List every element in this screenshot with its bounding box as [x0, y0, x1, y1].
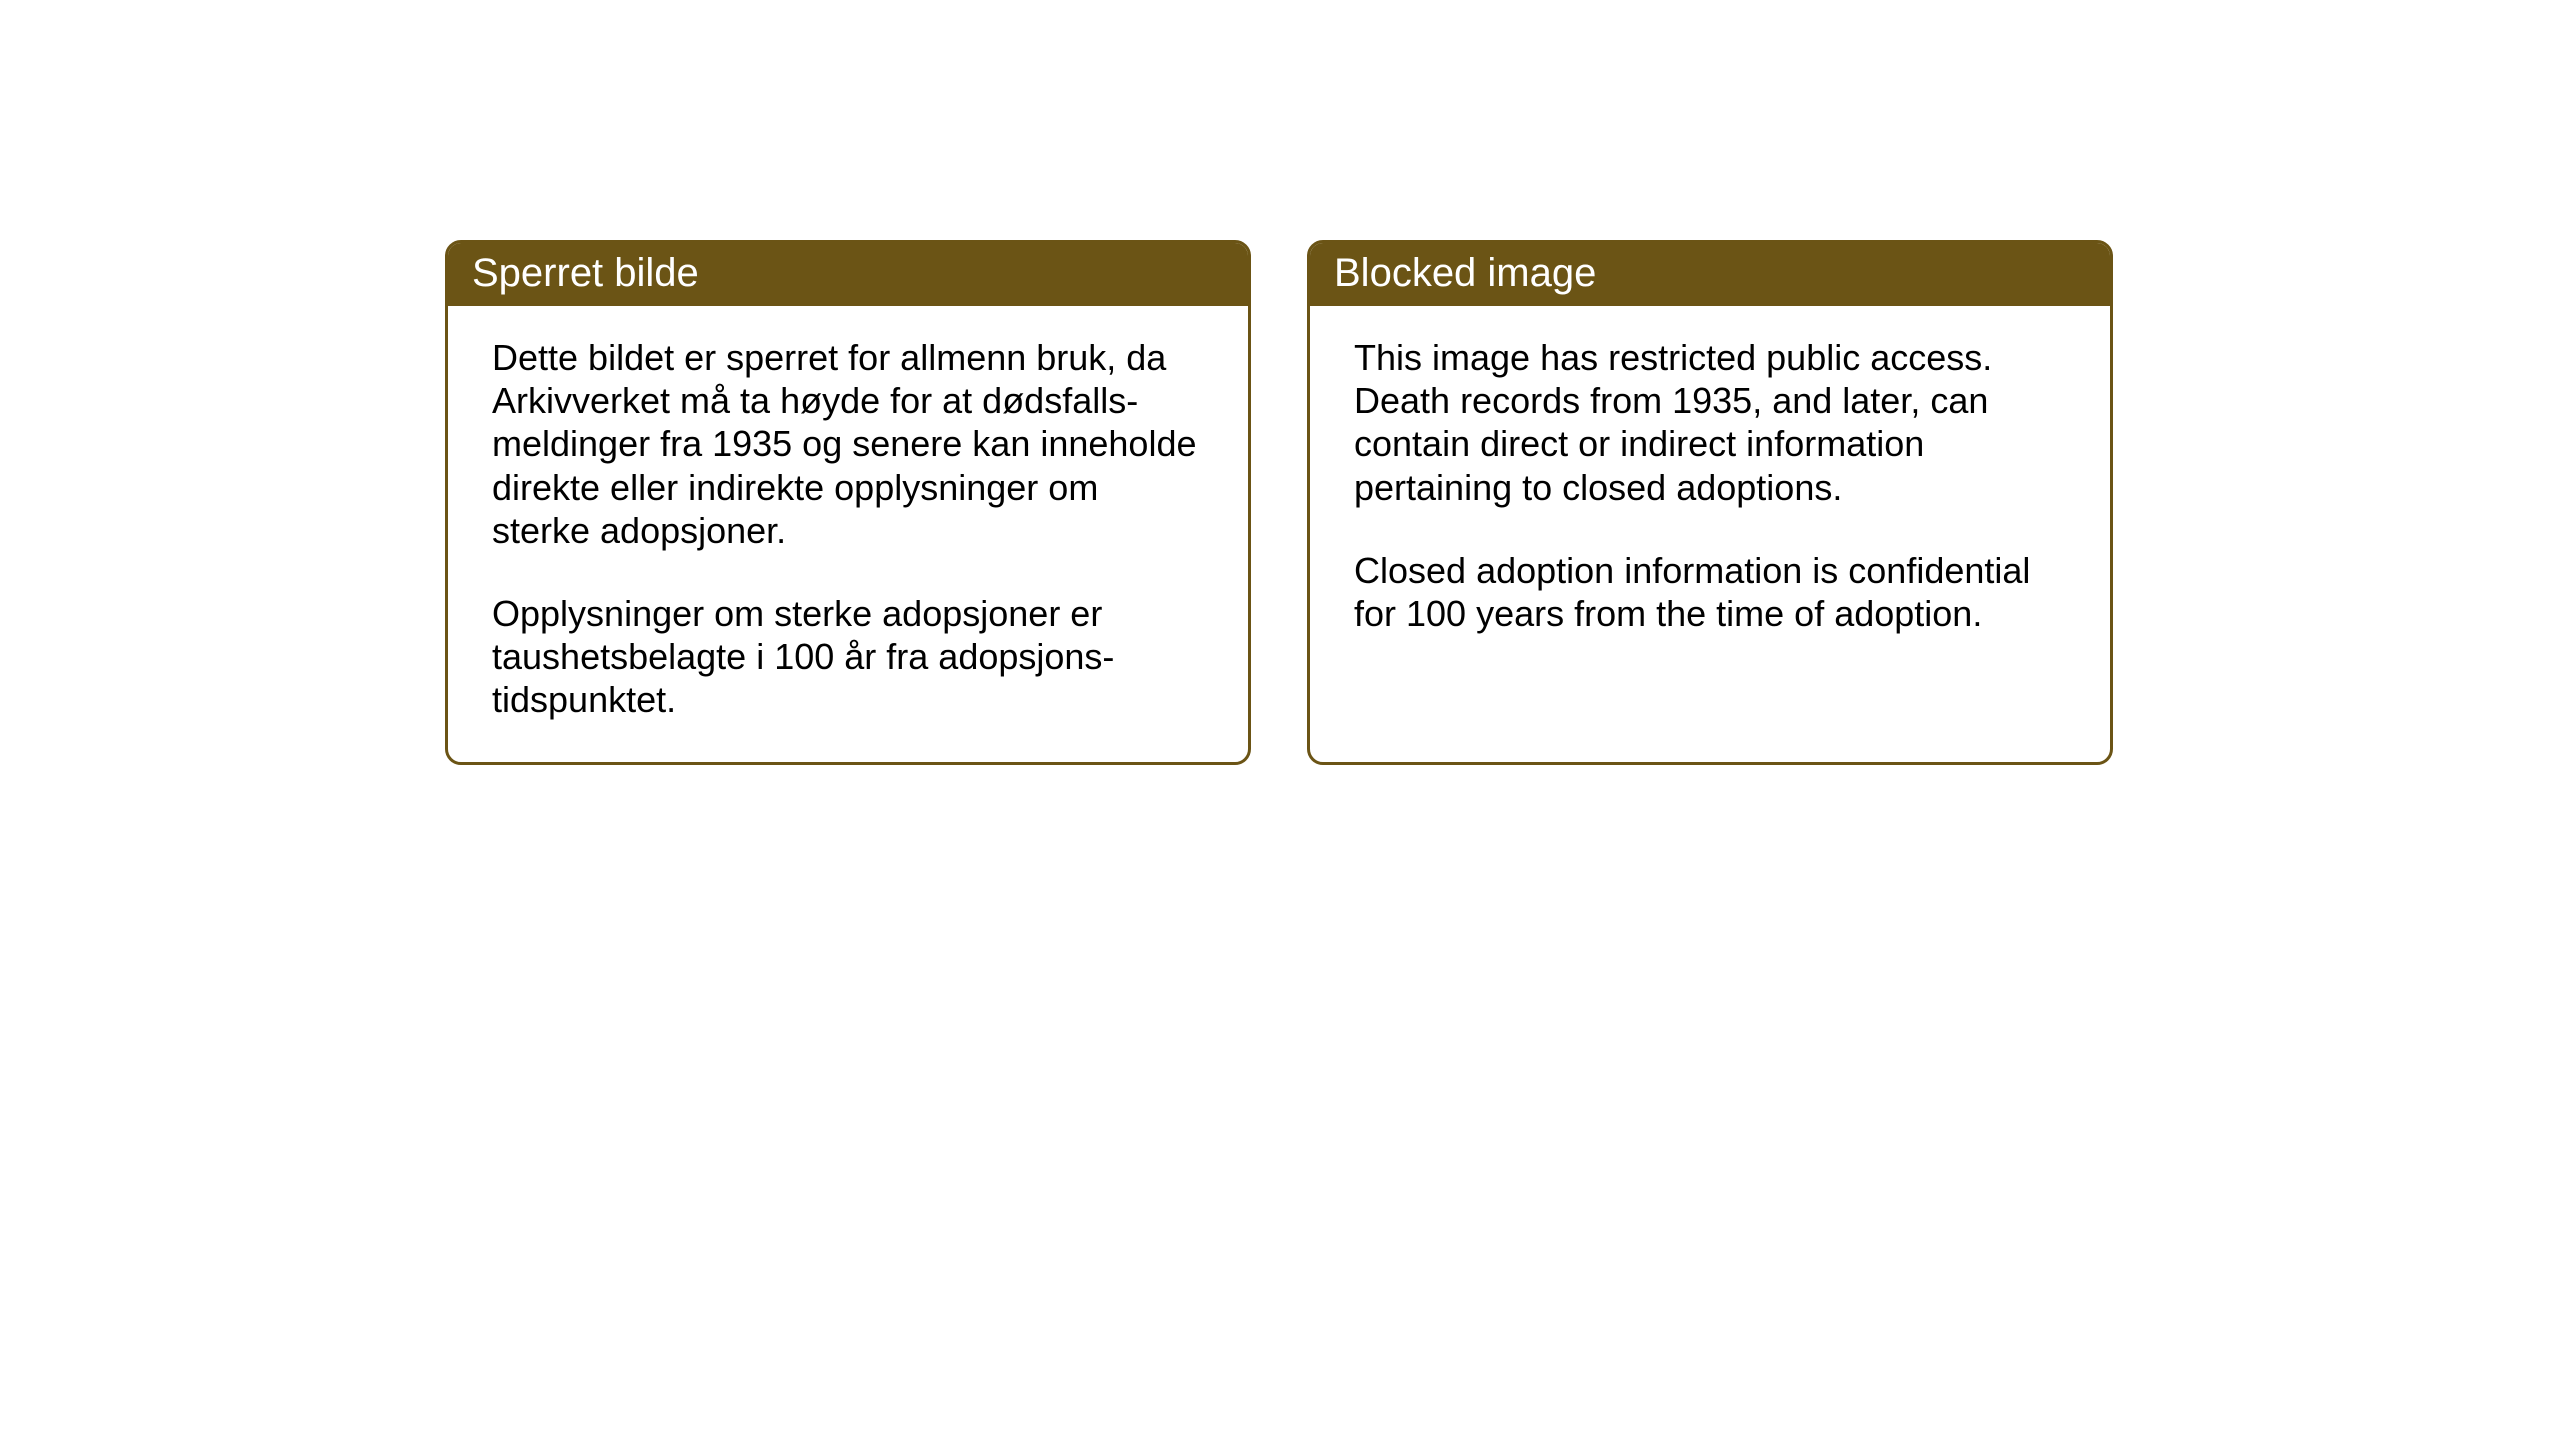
norwegian-card-title: Sperret bilde	[448, 243, 1248, 306]
norwegian-paragraph-2: Opplysninger om sterke adopsjoner er tau…	[492, 592, 1204, 722]
english-paragraph-1: This image has restricted public access.…	[1354, 336, 2066, 509]
english-paragraph-2: Closed adoption information is confident…	[1354, 549, 2066, 635]
notice-container: Sperret bilde Dette bildet er sperret fo…	[0, 0, 2560, 765]
english-notice-card: Blocked image This image has restricted …	[1307, 240, 2113, 765]
norwegian-card-body: Dette bildet er sperret for allmenn bruk…	[448, 306, 1248, 762]
norwegian-notice-card: Sperret bilde Dette bildet er sperret fo…	[445, 240, 1251, 765]
english-card-body: This image has restricted public access.…	[1310, 306, 2110, 675]
norwegian-paragraph-1: Dette bildet er sperret for allmenn bruk…	[492, 336, 1204, 552]
english-card-title: Blocked image	[1310, 243, 2110, 306]
